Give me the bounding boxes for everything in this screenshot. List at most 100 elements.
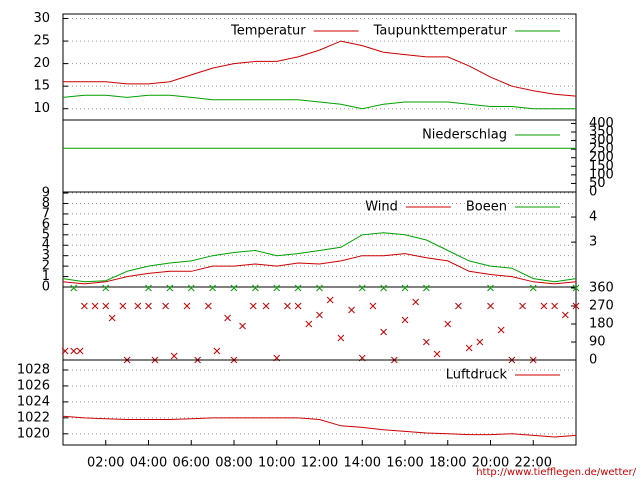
x-tick-label: 22:00 — [515, 456, 552, 471]
scatter-point — [273, 284, 281, 292]
x-tick-label: 12:00 — [301, 456, 338, 471]
scatter-point — [380, 328, 387, 336]
y-tick-label: 1028 — [17, 362, 50, 377]
scatter-point — [145, 302, 152, 310]
scatter-point — [170, 352, 178, 360]
scatter-point — [76, 347, 84, 355]
y2-tick-label: 4 — [589, 210, 597, 225]
y2-tick-label: 90 — [589, 335, 606, 350]
y2-tick-label: 350 — [589, 125, 614, 140]
y-tick-label: 3 — [42, 248, 50, 263]
series-line — [62, 94, 576, 110]
scatter-point — [519, 302, 526, 310]
x-tick-label: 18:00 — [429, 456, 466, 471]
scatter-point — [91, 302, 99, 310]
scatter-point — [239, 322, 246, 330]
y-tick-label: 9 — [42, 186, 50, 201]
y-tick-label: 0 — [42, 280, 50, 295]
y-tick-label: 20 — [33, 56, 50, 71]
y-tick-label: 1022 — [17, 410, 50, 425]
y2-tick-label: 0 — [589, 185, 597, 200]
y2-tick-label: 400 — [589, 116, 614, 131]
x-tick-label: 14:00 — [344, 456, 381, 471]
y2-tick-label: 3 — [589, 235, 597, 250]
legend-label: Taupunkttemperatur — [373, 24, 508, 39]
scatter-point — [70, 284, 78, 292]
legend-label: Wind — [365, 200, 398, 215]
scatter-point — [476, 338, 484, 346]
y2-tick-label: 300 — [589, 133, 614, 148]
legend-label: Niederschlag — [422, 128, 507, 143]
y-tick-label: 1024 — [17, 394, 50, 409]
y2-tick-label: 360 — [589, 281, 614, 296]
scatter-point — [497, 326, 505, 334]
series-line — [62, 415, 577, 438]
scatter-point — [316, 284, 323, 292]
scatter-point — [262, 302, 270, 310]
scatter-point — [561, 311, 569, 319]
x-tick-label: 16:00 — [386, 456, 423, 471]
y-tick-label: 2 — [42, 259, 50, 274]
x-tick-label: 04:00 — [130, 456, 167, 471]
scatter-point — [455, 302, 462, 310]
scatter-point — [162, 302, 169, 310]
series-line — [62, 232, 577, 283]
panel-frame — [62, 286, 577, 361]
scatter-point — [61, 347, 69, 355]
scatter-point — [487, 284, 494, 292]
x-tick-label: 20:00 — [472, 456, 509, 471]
y-tick-label: 1 — [42, 269, 50, 284]
scatter-point — [252, 284, 259, 292]
scatter-point — [70, 347, 78, 355]
scatter-point — [102, 284, 110, 292]
scatter-point — [294, 302, 302, 310]
scatter-point — [358, 284, 366, 292]
y2-tick-label: 0 — [589, 353, 597, 368]
scatter-point — [380, 284, 387, 292]
x-tick-label: 08:00 — [215, 456, 252, 471]
y2-tick-label: 100 — [589, 167, 614, 182]
scatter-point — [183, 302, 191, 310]
scatter-point — [249, 302, 257, 310]
y-tick-label: 5 — [42, 227, 50, 242]
legend-label: Boeen — [466, 200, 507, 215]
y-tick-label: 10 — [33, 101, 50, 116]
scatter-point — [284, 302, 291, 310]
scatter-point — [119, 302, 127, 310]
scatter-point — [529, 284, 537, 292]
scatter-point — [465, 344, 473, 352]
y-tick-label: 7 — [42, 206, 50, 221]
scatter-point — [81, 302, 88, 310]
scatter-point — [401, 284, 409, 292]
x-tick-label: 02:00 — [87, 456, 124, 471]
scatter-point — [401, 316, 409, 324]
y-tick-label: 8 — [42, 196, 50, 211]
scatter-point — [102, 302, 110, 310]
scatter-point — [337, 334, 345, 342]
legend-label: Temperatur — [230, 24, 306, 39]
scatter-point — [166, 284, 174, 292]
y-tick-label: 30 — [33, 11, 50, 26]
scatter-point — [423, 338, 430, 346]
series-line — [62, 253, 577, 285]
scatter-point — [213, 347, 221, 355]
y2-tick-label: 270 — [589, 299, 614, 314]
scatter-point — [294, 284, 302, 292]
x-tick-label: 06:00 — [173, 456, 210, 471]
scatter-point — [326, 296, 334, 304]
scatter-point — [433, 350, 441, 358]
scatter-point — [209, 284, 216, 292]
scatter-point — [187, 284, 195, 292]
y-tick-label: 6 — [42, 217, 50, 232]
scatter-point — [145, 284, 152, 292]
y2-tick-label: 250 — [589, 142, 614, 157]
y-tick-label: 1026 — [17, 378, 50, 393]
scatter-point — [572, 302, 580, 310]
x-tick-label: 10:00 — [258, 456, 295, 471]
scatter-point — [412, 298, 420, 306]
scatter-point — [305, 320, 313, 328]
y2-tick-label: 50 — [589, 176, 606, 191]
scatter-point — [423, 284, 430, 292]
scatter-point — [572, 284, 580, 292]
